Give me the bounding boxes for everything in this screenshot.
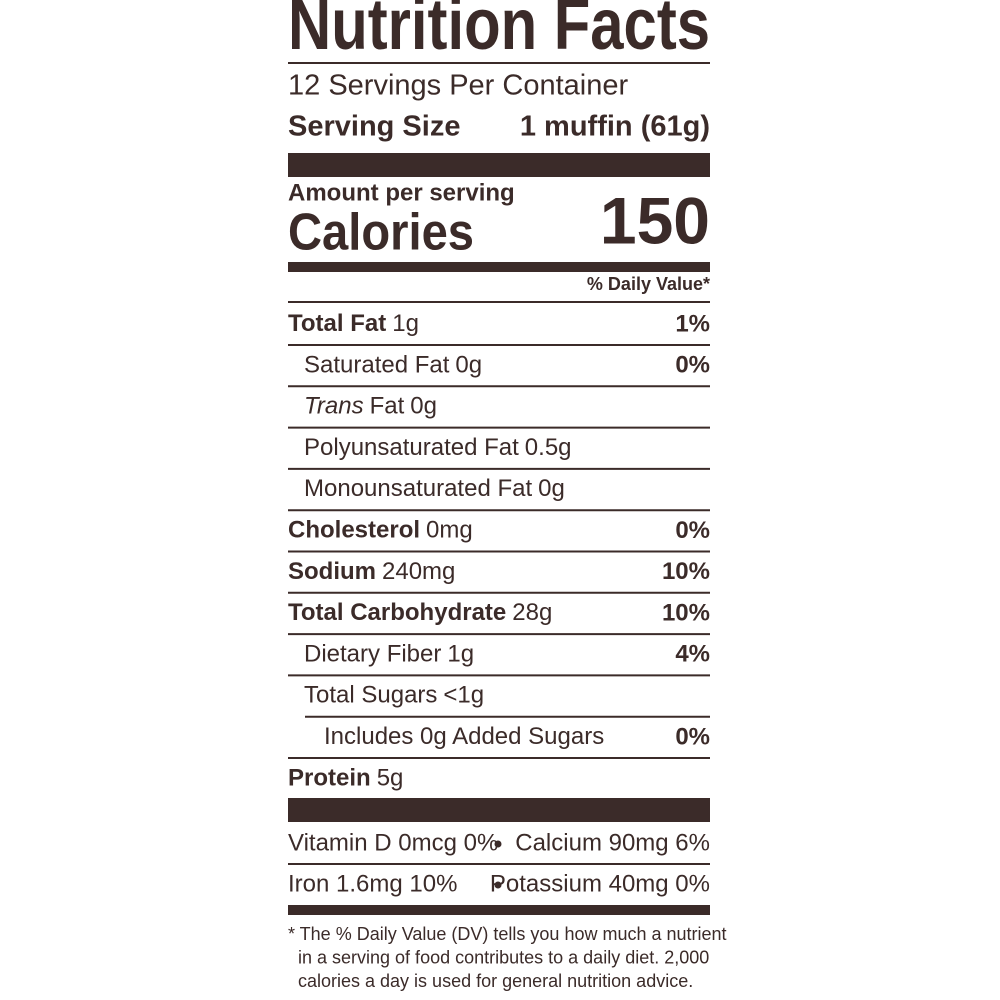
nutrient-name: Fat	[370, 393, 405, 420]
vitamin: Vitamin D 0mcg 0%	[288, 829, 498, 856]
serving-size-label: Serving Size	[288, 111, 460, 143]
nutrient: Includes 0g Added Sugars	[324, 723, 604, 750]
nutrient-amount: 240mg	[382, 558, 455, 585]
footnote-line: in a serving of food contributes to a da…	[298, 947, 709, 967]
nutrient-name-italic: Trans	[304, 393, 364, 420]
nutrient-amount: 0mg	[426, 517, 473, 544]
footnote: * The % Daily Value (DV) tells you how m…	[288, 924, 727, 991]
nutrient-name: Dietary Fiber	[304, 641, 441, 668]
title: Nutrition Facts	[288, 0, 710, 65]
nutrient-amount: 0g	[538, 476, 565, 503]
nutrient-name: Total Carbohydrate	[288, 599, 506, 626]
nutrient: Sodium 240mg	[288, 558, 455, 585]
daily-value: 4%	[675, 641, 710, 668]
nutrient: Dietary Fiber 1g	[304, 641, 474, 668]
nutrient-name: Monounsaturated Fat	[304, 476, 532, 503]
nutrient: Total Fat 1g	[288, 310, 419, 337]
nutrient-amount: 0g	[410, 393, 437, 420]
nutrient-name: Sodium	[288, 558, 376, 585]
vitamin: Potassium 40mg 0%	[490, 870, 710, 897]
medium-bar	[288, 905, 710, 915]
nutrient-name: Polyunsaturated Fat	[304, 434, 519, 461]
calories-label: Calories	[288, 204, 474, 262]
nutrient: Total Sugars <1g	[304, 682, 484, 709]
nutrient: Total Carbohydrate 28g	[288, 599, 552, 626]
nutrient-name: Total Fat	[288, 310, 386, 337]
nutrient-amount: 28g	[512, 599, 552, 626]
daily-value: 0%	[675, 352, 710, 379]
nutrient-amount: 1g	[447, 641, 474, 668]
nutrient: Polyunsaturated Fat 0.5g	[304, 434, 572, 461]
serving-size-value: 1 muffin (61g)	[520, 111, 710, 143]
daily-value: 1%	[675, 310, 710, 337]
daily-value: 0%	[675, 517, 710, 544]
nutrient: Monounsaturated Fat 0g	[304, 476, 565, 503]
nutrient-name: Includes 0g Added Sugars	[324, 723, 604, 750]
daily-value: 10%	[662, 558, 710, 585]
nutrient-amount: <1g	[443, 682, 484, 709]
nutrient: Trans Fat 0g	[304, 393, 437, 420]
thick-bar	[288, 798, 710, 822]
nutrient-name: Cholesterol	[288, 517, 420, 544]
nutrient-amount: 0.5g	[525, 434, 572, 461]
nutrient: Saturated Fat 0g	[304, 352, 482, 379]
servings: 12 Servings Per Container	[288, 70, 628, 102]
nutrient-amount: 5g	[377, 765, 404, 792]
vitamin: Calcium 90mg 6%	[515, 829, 710, 856]
thick-bar	[288, 153, 710, 177]
calories-value: 150	[600, 183, 710, 257]
nutrient-name: Total Sugars	[304, 682, 437, 709]
bullet	[494, 881, 502, 889]
nutrient-amount: 0g	[455, 352, 482, 379]
nutrient-rows: Total Fat 1g 1%Saturated Fat 0g 0%Trans Fat 0g…	[288, 310, 710, 792]
footnote-line: * The % Daily Value (DV) tells you how m…	[288, 924, 727, 944]
amount-label: Amount per serving	[288, 179, 515, 206]
medium-bar	[288, 262, 710, 272]
bullet	[494, 840, 502, 848]
daily-value-header: % Daily Value*	[587, 274, 710, 294]
daily-value: 0%	[675, 723, 710, 750]
nutrient: Cholesterol 0mg	[288, 517, 473, 544]
vitamin: Iron 1.6mg 10%	[288, 870, 457, 897]
footnote-line: calories a day is used for general nutri…	[298, 971, 693, 991]
nutrient-amount: 1g	[392, 310, 419, 337]
nutrient: Protein 5g	[288, 765, 403, 792]
nutrient-name: Protein	[288, 765, 371, 792]
nutrient-name: Saturated Fat	[304, 352, 450, 379]
daily-value: 10%	[662, 599, 710, 626]
